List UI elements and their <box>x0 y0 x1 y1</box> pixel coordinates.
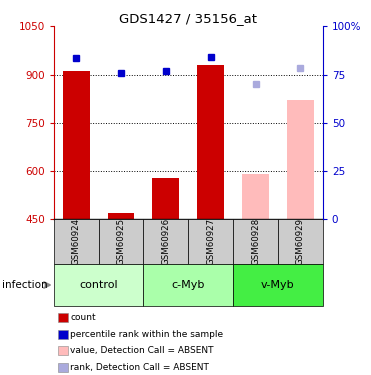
Text: GSM60924: GSM60924 <box>72 218 81 266</box>
Bar <box>63 71 90 219</box>
Bar <box>278 219 323 264</box>
Text: count: count <box>70 313 96 322</box>
Bar <box>287 100 314 219</box>
Bar <box>54 219 99 264</box>
Bar <box>188 219 233 264</box>
Text: value, Detection Call = ABSENT: value, Detection Call = ABSENT <box>70 346 214 355</box>
Bar <box>233 264 323 306</box>
Text: GSM60926: GSM60926 <box>161 218 170 266</box>
Text: GSM60925: GSM60925 <box>116 218 125 266</box>
Text: GSM60927: GSM60927 <box>206 218 215 266</box>
Bar <box>242 174 269 219</box>
Bar <box>144 264 233 306</box>
Bar <box>233 219 278 264</box>
Bar <box>197 65 224 219</box>
Bar <box>152 177 179 219</box>
Bar <box>54 264 144 306</box>
Text: infection: infection <box>2 280 47 290</box>
Text: GSM60928: GSM60928 <box>251 218 260 266</box>
Text: v-Myb: v-Myb <box>261 280 295 290</box>
Text: control: control <box>79 280 118 290</box>
Bar <box>144 219 188 264</box>
Bar <box>99 219 144 264</box>
Text: rank, Detection Call = ABSENT: rank, Detection Call = ABSENT <box>70 363 209 372</box>
Text: GSM60929: GSM60929 <box>296 218 305 266</box>
Text: percentile rank within the sample: percentile rank within the sample <box>70 330 224 339</box>
Title: GDS1427 / 35156_at: GDS1427 / 35156_at <box>119 12 257 25</box>
Text: c-Myb: c-Myb <box>172 280 205 290</box>
Bar <box>108 213 134 219</box>
